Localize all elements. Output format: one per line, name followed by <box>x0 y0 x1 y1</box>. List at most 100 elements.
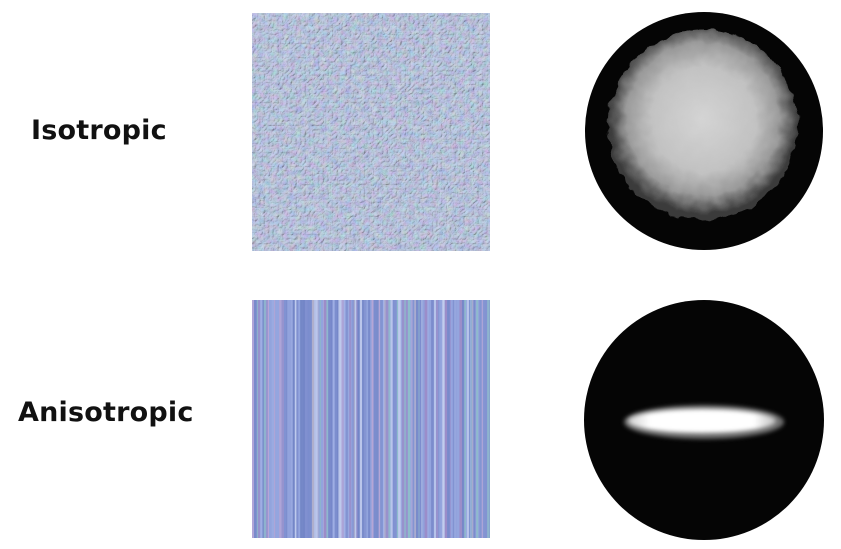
isotropic-texture-image <box>252 13 490 251</box>
texture-stripe <box>317 300 319 538</box>
texture-stripe <box>371 300 374 538</box>
texture-stripe <box>456 300 460 538</box>
texture-stripe <box>278 300 280 538</box>
texture-stripe <box>254 300 257 538</box>
texture-stripe <box>318 300 320 538</box>
texture-stripe <box>307 300 310 538</box>
texture-stripe <box>481 300 483 538</box>
texture-stripe <box>271 300 274 538</box>
texture-stripe <box>452 300 455 538</box>
texture-stripe <box>471 300 474 538</box>
texture-stripe <box>328 300 329 538</box>
texture-stripe <box>328 300 331 538</box>
texture-stripe <box>315 300 318 538</box>
texture-stripe <box>298 300 301 538</box>
texture-stripe <box>427 300 429 538</box>
texture-stripe <box>444 300 448 538</box>
texture-stripe <box>450 300 453 538</box>
texture-stripe <box>337 300 339 538</box>
texture-stripe <box>302 300 305 538</box>
texture-stripe <box>348 300 350 538</box>
texture-stripe <box>300 300 303 538</box>
texture-stripe <box>257 300 261 538</box>
texture-stripe <box>281 300 284 538</box>
texture-stripe <box>252 300 255 538</box>
texture-stripe <box>283 300 286 538</box>
texture-stripe <box>438 300 440 538</box>
anisotropic-texture-image <box>252 300 490 538</box>
texture-stripe <box>378 300 381 538</box>
texture-stripe <box>421 300 423 538</box>
texture-stripe <box>464 300 466 538</box>
texture-stripe <box>339 300 342 538</box>
texture-stripe <box>454 300 456 538</box>
texture-stripe <box>373 300 377 538</box>
texture-stripe <box>275 300 279 538</box>
texture-stripe <box>273 300 276 538</box>
texture-stripe <box>353 300 356 538</box>
texture-stripe <box>400 300 402 538</box>
texture-stripe <box>478 300 480 538</box>
texture-stripe <box>323 300 324 538</box>
texture-stripe <box>424 300 428 538</box>
texture-stripe <box>260 300 263 538</box>
texture-stripe <box>294 300 297 538</box>
texture-stripe <box>279 300 282 538</box>
texture-stripe <box>332 300 335 538</box>
texture-stripe <box>338 300 340 538</box>
texture-stripe <box>343 300 346 538</box>
texture-stripe <box>484 300 488 538</box>
texture-stripe <box>380 300 383 538</box>
texture-stripe <box>449 300 451 538</box>
texture-stripe <box>468 300 470 538</box>
texture-stripe <box>296 300 299 538</box>
texture-stripe <box>431 300 434 538</box>
texture-stripe <box>428 300 432 538</box>
texture-stripe <box>407 300 411 538</box>
texture-stripe <box>416 300 417 538</box>
texture-stripe <box>439 300 442 538</box>
texture-stripe <box>368 300 371 538</box>
texture-stripe <box>311 300 315 538</box>
texture-stripe <box>405 300 408 538</box>
texture-stripe <box>320 300 324 538</box>
texture-stripe <box>459 300 463 538</box>
texture-stripe <box>370 300 372 538</box>
texture-stripe <box>465 300 468 538</box>
texture-stripe <box>319 300 321 538</box>
row-label-anisotropic: Anisotropic <box>18 397 194 428</box>
texture-stripe <box>433 300 436 538</box>
aniso-highlight-streak <box>628 409 776 433</box>
texture-stripe <box>341 300 344 538</box>
texture-stripe <box>352 300 354 538</box>
texture-stripe <box>414 300 417 538</box>
texture-stripe <box>384 300 386 538</box>
texture-stripe <box>398 300 401 538</box>
texture-stripe <box>479 300 482 538</box>
texture-stripe <box>404 300 406 538</box>
texture-stripe <box>418 300 420 538</box>
texture-stripe <box>335 300 338 538</box>
texture-stripe <box>388 300 391 538</box>
texture-stripe <box>266 300 268 538</box>
texture-stripe <box>345 300 347 538</box>
row-label-isotropic: Isotropic <box>31 115 167 146</box>
texture-stripe <box>359 300 363 538</box>
anisotropic-highlight-disc <box>584 300 824 540</box>
texture-stripe <box>455 300 457 538</box>
texture-stripe <box>442 300 445 538</box>
texture-stripe <box>396 300 399 538</box>
texture-stripe <box>412 300 415 538</box>
texture-stripe <box>355 300 357 538</box>
texture-stripe <box>356 300 358 538</box>
texture-stripe <box>394 300 397 538</box>
texture-stripe <box>366 300 369 538</box>
texture-stripe <box>309 300 312 538</box>
texture-stripe <box>293 300 295 538</box>
texture-stripe <box>262 300 264 538</box>
iso-highlight-lobe <box>608 30 798 220</box>
texture-stripe <box>462 300 464 538</box>
texture-stripe <box>416 300 419 538</box>
texture-stripe <box>269 300 272 538</box>
isotropic-highlight-disc <box>585 12 823 250</box>
